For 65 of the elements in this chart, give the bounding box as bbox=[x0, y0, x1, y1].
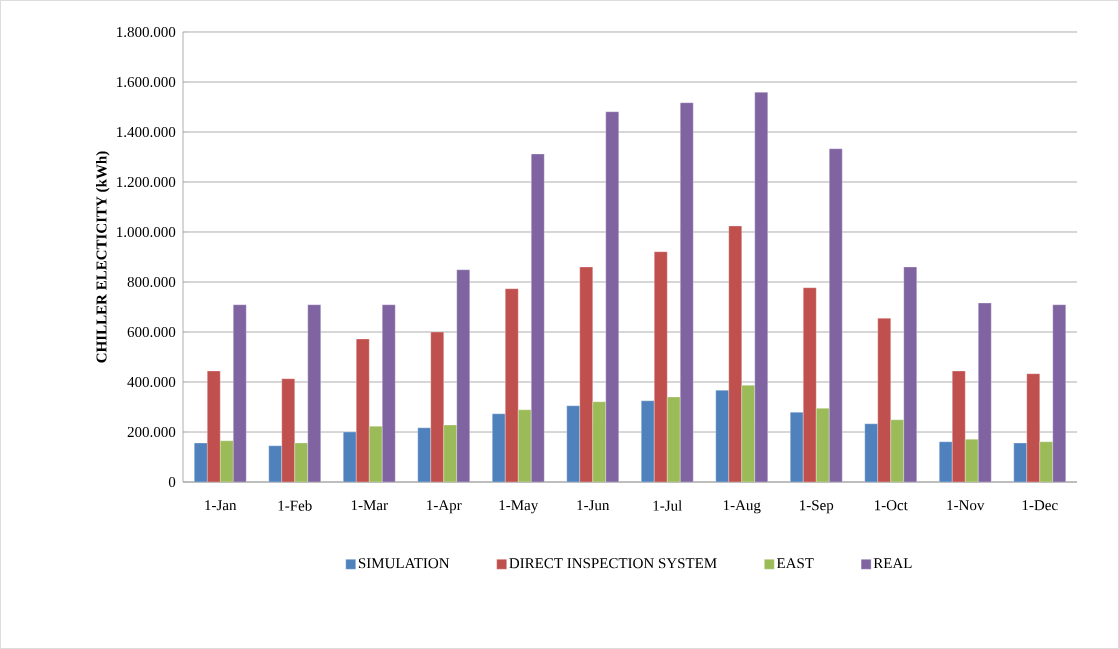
y-tick-label: 600.000 bbox=[127, 326, 176, 338]
x-tick-label: 1-Oct bbox=[875, 500, 908, 511]
bar bbox=[456, 269, 470, 482]
bar bbox=[903, 266, 917, 482]
y-tick-label: 1.400.000 bbox=[117, 126, 176, 138]
bar bbox=[715, 390, 729, 482]
bar bbox=[605, 111, 619, 482]
x-tick-label: 1-Sep bbox=[800, 500, 834, 514]
bar bbox=[667, 396, 681, 482]
bar bbox=[356, 338, 370, 482]
y-tick-label: 1.000.000 bbox=[117, 226, 176, 238]
x-tick-label: 1-Jan bbox=[205, 500, 237, 511]
bar bbox=[790, 412, 804, 482]
bar bbox=[592, 401, 606, 482]
bar bbox=[1026, 373, 1040, 482]
bar bbox=[803, 287, 817, 482]
legend-label: EAST bbox=[776, 558, 814, 569]
y-tick-label: 1.600.000 bbox=[117, 76, 176, 88]
bar bbox=[382, 304, 396, 482]
bar bbox=[492, 413, 506, 482]
y-tick-label: 0 bbox=[168, 476, 176, 488]
y-tick-label: 1.800.000 bbox=[117, 26, 176, 38]
y-tick-label: 400.000 bbox=[127, 376, 176, 388]
bar bbox=[566, 405, 580, 482]
bar bbox=[829, 148, 843, 482]
bar bbox=[518, 409, 532, 482]
bar bbox=[307, 304, 321, 482]
bar bbox=[430, 331, 444, 482]
x-tick-label: 1-Apr bbox=[427, 500, 462, 514]
bar bbox=[417, 427, 431, 482]
bar bbox=[220, 440, 234, 482]
bar bbox=[1052, 304, 1066, 482]
bar bbox=[207, 371, 221, 482]
x-tick-label: 1-Mar bbox=[351, 500, 388, 511]
bar bbox=[531, 153, 545, 482]
bar bbox=[890, 419, 904, 482]
legend-label: DIRECT INSPECTION SYSTEM bbox=[509, 558, 717, 569]
y-axis-title: CHILLER ELECTICITY (kWh) bbox=[96, 151, 110, 363]
bar bbox=[978, 302, 992, 482]
y-tick-label: 800.000 bbox=[127, 276, 176, 288]
x-tick-label: 1-Jul bbox=[653, 500, 682, 511]
bar bbox=[654, 251, 668, 482]
bar bbox=[741, 385, 755, 482]
bar bbox=[816, 408, 830, 482]
x-tick-label: 1-Jun bbox=[577, 500, 610, 511]
x-tick-label: 1-Dec bbox=[1022, 500, 1058, 511]
legend-label: SIMULATION bbox=[358, 558, 450, 569]
bar bbox=[864, 423, 878, 482]
legend-label: REAL bbox=[873, 558, 912, 569]
bar bbox=[641, 400, 655, 482]
bar bbox=[281, 378, 295, 482]
bar bbox=[505, 288, 519, 482]
y-tick-label: 200.000 bbox=[127, 426, 176, 438]
bar bbox=[680, 102, 694, 482]
x-tick-label: 1-Nov bbox=[947, 500, 985, 511]
y-tick-label: 1.200.000 bbox=[117, 176, 176, 188]
x-tick-label: 1-May bbox=[499, 500, 539, 514]
bar bbox=[233, 304, 247, 482]
x-tick-label: 1-Feb bbox=[278, 500, 312, 511]
x-tick-label: 1-Aug bbox=[723, 500, 761, 514]
bar bbox=[579, 266, 593, 482]
bar bbox=[877, 318, 891, 482]
bar bbox=[754, 92, 768, 482]
bar bbox=[728, 225, 742, 482]
bar bbox=[952, 370, 966, 482]
